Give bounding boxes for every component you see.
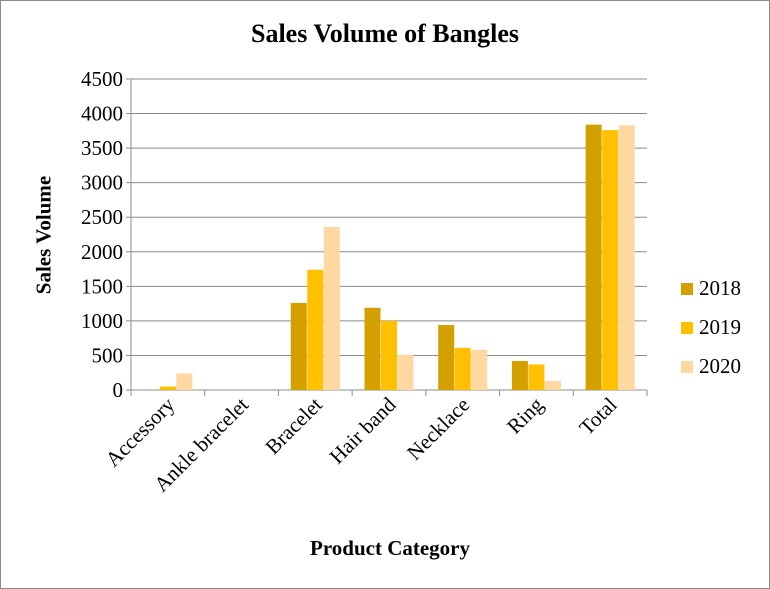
bar-2020-hair-band [397, 354, 414, 390]
bar-2018-bracelet [290, 302, 307, 390]
y-tick-label: 500 [92, 343, 124, 367]
y-tick-label: 3500 [81, 136, 123, 160]
legend-swatch [681, 282, 693, 295]
bar-2019-necklace [454, 347, 471, 390]
legend-item: 2019 [681, 308, 741, 347]
x-tick-label: Hair band [325, 392, 401, 468]
bar-2019-bracelet [307, 269, 324, 390]
y-tick-label: 2000 [81, 240, 123, 264]
legend-swatch [681, 360, 693, 373]
chart-title: Sales Volume of Bangles [251, 19, 519, 48]
bar-2019-total [602, 130, 619, 391]
y-tick-label: 1500 [81, 274, 123, 298]
y-tick-label: 1000 [81, 309, 123, 333]
y-tick-label: 4500 [81, 67, 123, 91]
bar-2019-hair-band [381, 320, 397, 390]
x-tick-label: Bracelet [260, 392, 327, 459]
bar-2019-ring [528, 364, 545, 390]
legend-label: 2018 [699, 276, 741, 300]
bar-2020-ring [544, 381, 561, 390]
y-axis-label: Sales Volume [31, 175, 56, 295]
legend: 2018 2019 2020 [681, 269, 741, 386]
bar-2018-ring [511, 360, 528, 390]
y-tick-label: 4000 [81, 102, 123, 126]
bar-2019-accessory [159, 386, 176, 390]
y-tick-label: 2500 [81, 205, 123, 229]
legend-swatch [681, 321, 693, 334]
bar-2020-bracelet [323, 226, 340, 390]
bar-2020-total [618, 125, 635, 390]
x-tick-label: Necklace [402, 393, 474, 465]
legend-label: 2019 [699, 315, 741, 339]
bar-2018-hair-band [364, 307, 381, 390]
bar-2020-accessory [176, 373, 193, 390]
y-tick-label: 3000 [81, 171, 123, 195]
legend-label: 2020 [699, 354, 741, 378]
bar-2018-necklace [438, 325, 455, 390]
legend-item: 2018 [681, 269, 741, 308]
legend-item: 2020 [681, 347, 741, 386]
bar-2020-necklace [471, 349, 488, 390]
x-tick-label: Ring [502, 392, 548, 438]
x-axis-label: Product Category [310, 536, 470, 560]
x-tick-label: Total [574, 392, 621, 439]
bar-2018-total [585, 124, 602, 390]
y-tick-label: 0 [113, 378, 124, 402]
